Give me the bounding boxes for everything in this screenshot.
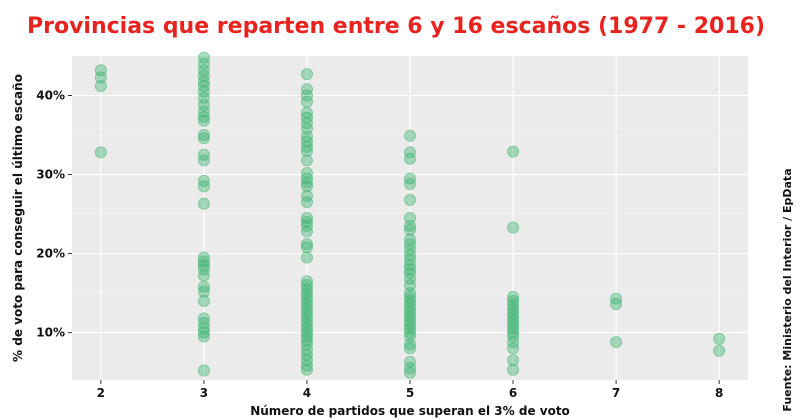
data-point bbox=[197, 91, 210, 104]
data-point bbox=[507, 336, 520, 349]
data-point bbox=[300, 215, 313, 228]
data-point bbox=[507, 145, 520, 158]
x-axis-ticks: 2 3 4 5 6 7 8 bbox=[97, 380, 723, 400]
data-point bbox=[507, 354, 520, 367]
data-point bbox=[197, 132, 210, 145]
data-point bbox=[403, 233, 416, 246]
data-point bbox=[197, 197, 210, 210]
data-point bbox=[197, 110, 210, 123]
data-point bbox=[94, 71, 107, 84]
data-point bbox=[197, 98, 210, 111]
data-point bbox=[403, 223, 416, 236]
data-point bbox=[300, 144, 313, 157]
data-point bbox=[197, 326, 210, 339]
data-point bbox=[507, 342, 520, 355]
data-point bbox=[507, 326, 520, 339]
data-point bbox=[300, 225, 313, 238]
y-axis-label: % de voto para conseguir el último escañ… bbox=[11, 74, 25, 362]
y-axis-ticks: 10% 20% 30% 40% bbox=[36, 89, 72, 340]
data-point bbox=[94, 80, 107, 93]
data-point bbox=[610, 336, 623, 349]
data-point bbox=[300, 176, 313, 189]
data-point bbox=[300, 130, 313, 143]
data-point bbox=[197, 51, 210, 64]
data-points bbox=[94, 51, 726, 379]
x-tick-label: 7 bbox=[612, 386, 620, 400]
data-point bbox=[300, 154, 313, 167]
data-point bbox=[403, 193, 416, 206]
data-point bbox=[403, 342, 416, 355]
data-point bbox=[300, 83, 313, 96]
data-point bbox=[403, 272, 416, 285]
data-point bbox=[403, 152, 416, 165]
data-point bbox=[197, 330, 210, 343]
data-point bbox=[403, 366, 416, 379]
data-point bbox=[197, 85, 210, 98]
data-point bbox=[610, 298, 623, 311]
data-point bbox=[197, 57, 210, 70]
data-point bbox=[507, 363, 520, 376]
x-tick-label: 2 bbox=[97, 386, 105, 400]
data-point bbox=[197, 129, 210, 142]
data-point bbox=[300, 89, 313, 102]
x-tick-label: 3 bbox=[200, 386, 208, 400]
data-point bbox=[300, 196, 313, 209]
y-tick-label: 20% bbox=[36, 247, 65, 261]
data-point bbox=[197, 114, 210, 127]
y-tick-label: 40% bbox=[36, 89, 65, 103]
data-point bbox=[197, 75, 210, 88]
data-point bbox=[403, 146, 416, 159]
x-tick-label: 5 bbox=[406, 386, 414, 400]
data-point bbox=[300, 251, 313, 264]
data-point bbox=[300, 68, 313, 81]
data-point bbox=[713, 332, 726, 345]
data-point bbox=[197, 364, 210, 377]
data-point bbox=[403, 338, 416, 351]
data-point bbox=[300, 106, 313, 119]
data-point bbox=[403, 263, 416, 276]
data-point bbox=[300, 334, 313, 347]
data-point bbox=[197, 154, 210, 167]
data-point bbox=[197, 263, 210, 276]
data-point bbox=[403, 326, 416, 339]
y-tick-label: 10% bbox=[36, 326, 65, 340]
data-point bbox=[300, 238, 313, 251]
data-point bbox=[300, 180, 313, 193]
data-point bbox=[300, 343, 313, 356]
data-point bbox=[300, 95, 313, 108]
data-point bbox=[403, 219, 416, 232]
data-point bbox=[403, 249, 416, 262]
data-point bbox=[507, 221, 520, 234]
data-point bbox=[197, 285, 210, 298]
data-point bbox=[300, 140, 313, 153]
data-point bbox=[197, 180, 210, 193]
data-point bbox=[403, 178, 416, 191]
data-point bbox=[94, 146, 107, 159]
data-point bbox=[197, 280, 210, 293]
data-point bbox=[197, 294, 210, 307]
data-point bbox=[300, 363, 313, 376]
y-tick-label: 30% bbox=[36, 168, 65, 182]
data-point bbox=[403, 129, 416, 142]
data-point bbox=[713, 344, 726, 357]
data-point bbox=[300, 189, 313, 202]
data-point bbox=[94, 64, 107, 77]
chart-title: Provincias que reparten entre 6 y 16 esc… bbox=[27, 14, 765, 39]
source-note: Fuente: Ministerio del Interior / EpData bbox=[781, 168, 794, 411]
data-point bbox=[197, 269, 210, 282]
x-tick-label: 6 bbox=[509, 386, 517, 400]
x-axis-label: Número de partidos que superan el 3% de … bbox=[250, 404, 570, 418]
x-tick-label: 8 bbox=[715, 386, 723, 400]
data-point bbox=[403, 362, 416, 375]
data-point bbox=[300, 359, 313, 372]
data-point bbox=[197, 259, 210, 272]
data-point bbox=[197, 312, 210, 325]
x-tick-label: 4 bbox=[303, 386, 311, 400]
data-point bbox=[300, 241, 313, 254]
